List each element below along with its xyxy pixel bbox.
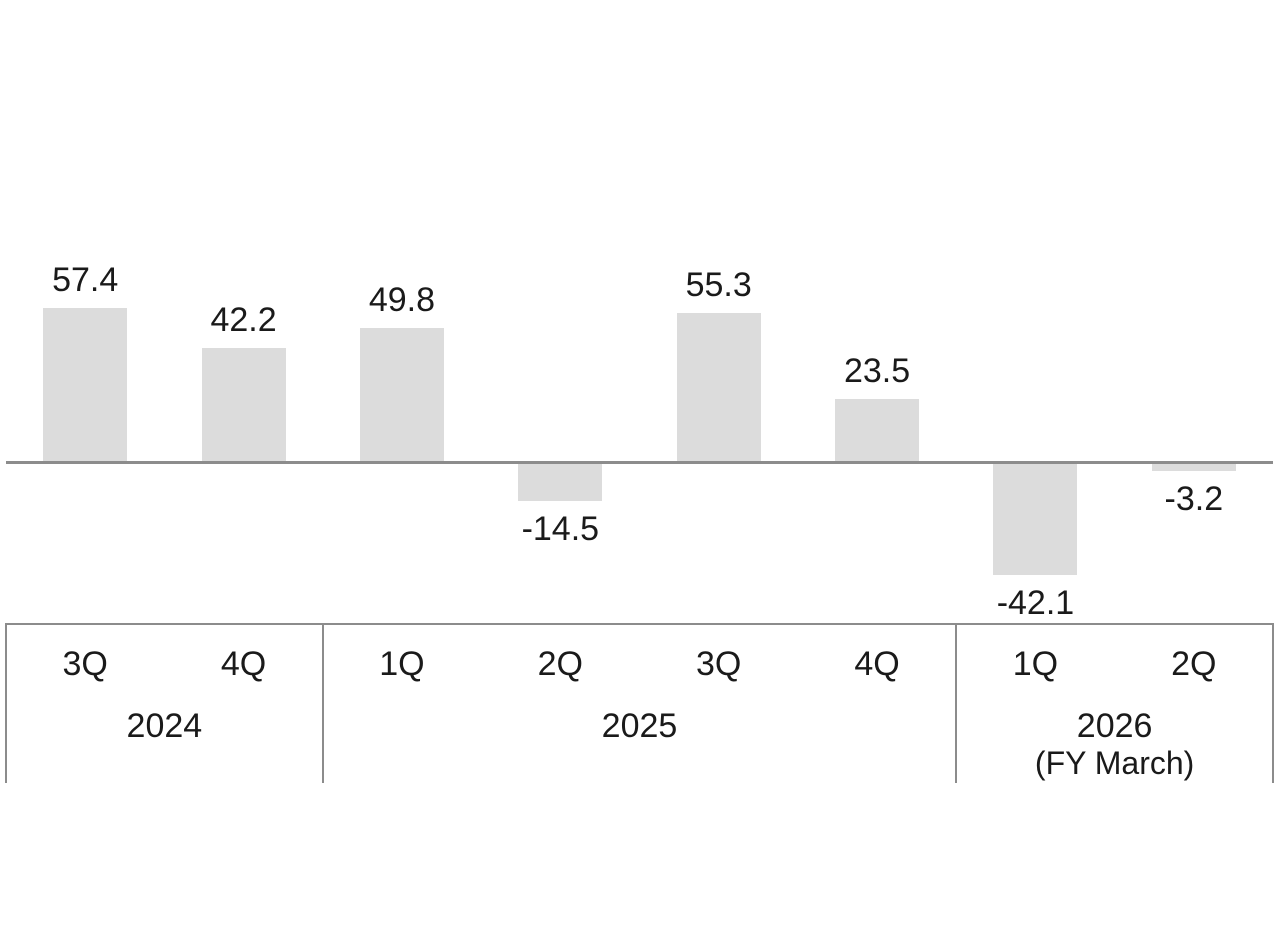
table-left-border [5,623,7,783]
bar [43,307,128,462]
x-tick-label: 4Q [854,645,900,683]
table-top-border [6,623,1273,625]
x-tick-label: 2Q [537,645,583,683]
value-label: 42.2 [210,301,277,340]
x-tick-label: 4Q [220,645,267,683]
value-label: -14.5 [521,510,600,548]
x-tick-label: 1Q [1012,645,1059,683]
x-tick-label: 2Q [1171,645,1217,683]
value-label: -42.1 [996,584,1075,623]
bar [201,348,286,462]
value-label: -3.2 [1164,479,1224,518]
table-divider [321,623,324,783]
fiscal-year-label: 2026 [1076,707,1153,745]
x-tick-label: 1Q [379,645,425,683]
value-label: 55.3 [685,266,752,305]
table-right-border [1272,623,1274,783]
x-axis-zero-line [6,461,1273,464]
x-tick-label: 3Q [696,645,742,683]
fiscal-year-label: 2025 [601,707,678,745]
fiscal-year-label: 2024 [126,707,203,745]
bar [518,462,603,501]
bar [835,398,920,462]
bar [676,313,761,462]
bar [993,462,1078,576]
value-label: 49.8 [368,281,436,320]
table-divider [955,623,958,783]
fiscal-year-sublabel: (FY March) [1034,745,1195,781]
value-label: 23.5 [843,351,911,390]
x-tick-label: 3Q [62,645,108,683]
bar [1151,462,1236,471]
bar [359,328,444,462]
value-label: 57.4 [52,260,119,299]
